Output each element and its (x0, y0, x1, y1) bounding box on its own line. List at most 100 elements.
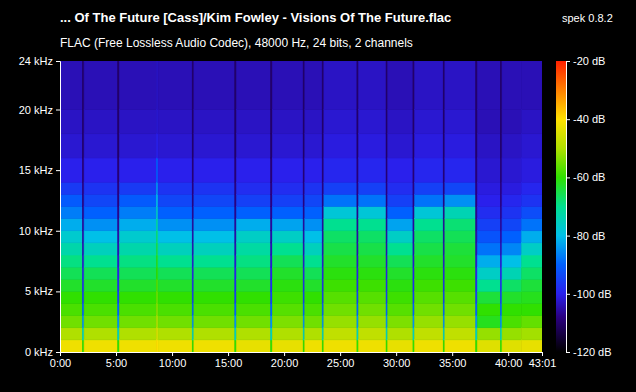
cell (84, 194, 118, 206)
cell (445, 316, 476, 328)
cell (359, 243, 386, 255)
cell (272, 304, 303, 316)
cell (194, 219, 235, 231)
colorbar-tick-label: -60 dB (573, 171, 605, 183)
cell (119, 194, 156, 206)
cell (305, 134, 322, 158)
cell (359, 61, 386, 110)
x-axis-tick: 43:01 (529, 352, 557, 369)
cell (477, 328, 500, 340)
cell (272, 267, 303, 279)
x-axis-tick: 0:00 (50, 352, 71, 369)
cell (477, 243, 500, 255)
cell (119, 340, 156, 352)
cell (119, 267, 156, 279)
cell (522, 158, 542, 182)
cell (84, 328, 118, 340)
cell (359, 328, 386, 340)
cell (236, 158, 270, 182)
cell (119, 182, 156, 194)
cell (305, 61, 322, 110)
colorbar-tick-mark (566, 177, 570, 178)
cell (477, 219, 500, 231)
x-axis-tick: 5:00 (106, 352, 127, 369)
cell (324, 61, 357, 110)
cell (502, 194, 522, 206)
colorbar-tick-label: -120 dB (573, 346, 612, 358)
cell (158, 304, 192, 316)
cell (84, 134, 118, 158)
cell (158, 61, 192, 110)
cell (359, 182, 386, 194)
cell (415, 267, 444, 279)
x-axis-tick-mark (116, 352, 117, 356)
y-axis-tick-label: 0 kHz (25, 346, 53, 358)
y-axis-tick-label: 5 kHz (25, 285, 53, 297)
cell (324, 231, 357, 243)
cell (60, 194, 82, 206)
cell (272, 182, 303, 194)
cell (119, 219, 156, 231)
cell (84, 61, 118, 110)
cell (522, 255, 542, 267)
x-axis-tick: 20:00 (271, 352, 299, 369)
cell (502, 110, 522, 134)
cell (60, 243, 82, 255)
y-axis-tick-mark (56, 170, 60, 171)
cell (236, 279, 270, 291)
cell (272, 340, 303, 352)
cell (388, 231, 413, 243)
y-axis-tick: 24 kHz (19, 55, 60, 67)
cell (305, 231, 322, 243)
cell (522, 134, 542, 158)
cell (119, 279, 156, 291)
cell (194, 279, 235, 291)
cell (359, 255, 386, 267)
cell (522, 182, 542, 194)
cell (84, 291, 118, 303)
cell (522, 316, 542, 328)
x-axis-tick-label: 15:00 (215, 357, 243, 369)
cell (236, 110, 270, 134)
cell (502, 316, 522, 328)
cell (60, 231, 82, 243)
cell (359, 194, 386, 206)
cell (236, 194, 270, 206)
x-axis-tick-mark (452, 352, 453, 356)
cell (522, 194, 542, 206)
cell (388, 340, 413, 352)
cell (305, 182, 322, 194)
y-axis-tick: 10 kHz (19, 225, 60, 237)
cell (522, 219, 542, 231)
cell (305, 255, 322, 267)
x-axis-tick: 30:00 (383, 352, 411, 369)
x-axis-tick-label: 5:00 (106, 357, 127, 369)
cell (522, 328, 542, 340)
y-axis: 0 kHz5 kHz10 kHz15 kHz20 kHz24 kHz (19, 55, 61, 358)
cell (158, 134, 192, 158)
colorbar-tick: -40 dB (566, 113, 605, 125)
cell (194, 243, 235, 255)
x-axis-tick: 10:00 (159, 352, 187, 369)
cell (445, 61, 476, 110)
cell (388, 61, 413, 110)
cell (522, 110, 542, 134)
colorbar-axis: -20 dB-40 dB-60 dB-80 dB-100 dB-120 dB (566, 55, 612, 358)
y-axis-tick-mark (56, 110, 60, 111)
cell (60, 110, 82, 134)
cell (60, 279, 82, 291)
x-axis-tick-label: 35:00 (439, 357, 467, 369)
cell (305, 207, 322, 219)
cell (84, 243, 118, 255)
cell (324, 134, 357, 158)
cell (236, 267, 270, 279)
cell (194, 304, 235, 316)
cell (477, 182, 500, 194)
cell (445, 255, 476, 267)
cell (272, 134, 303, 158)
cell (119, 231, 156, 243)
cell (324, 110, 357, 134)
cell (415, 134, 444, 158)
cell (324, 291, 357, 303)
x-axis-tick-label: 10:00 (159, 357, 187, 369)
